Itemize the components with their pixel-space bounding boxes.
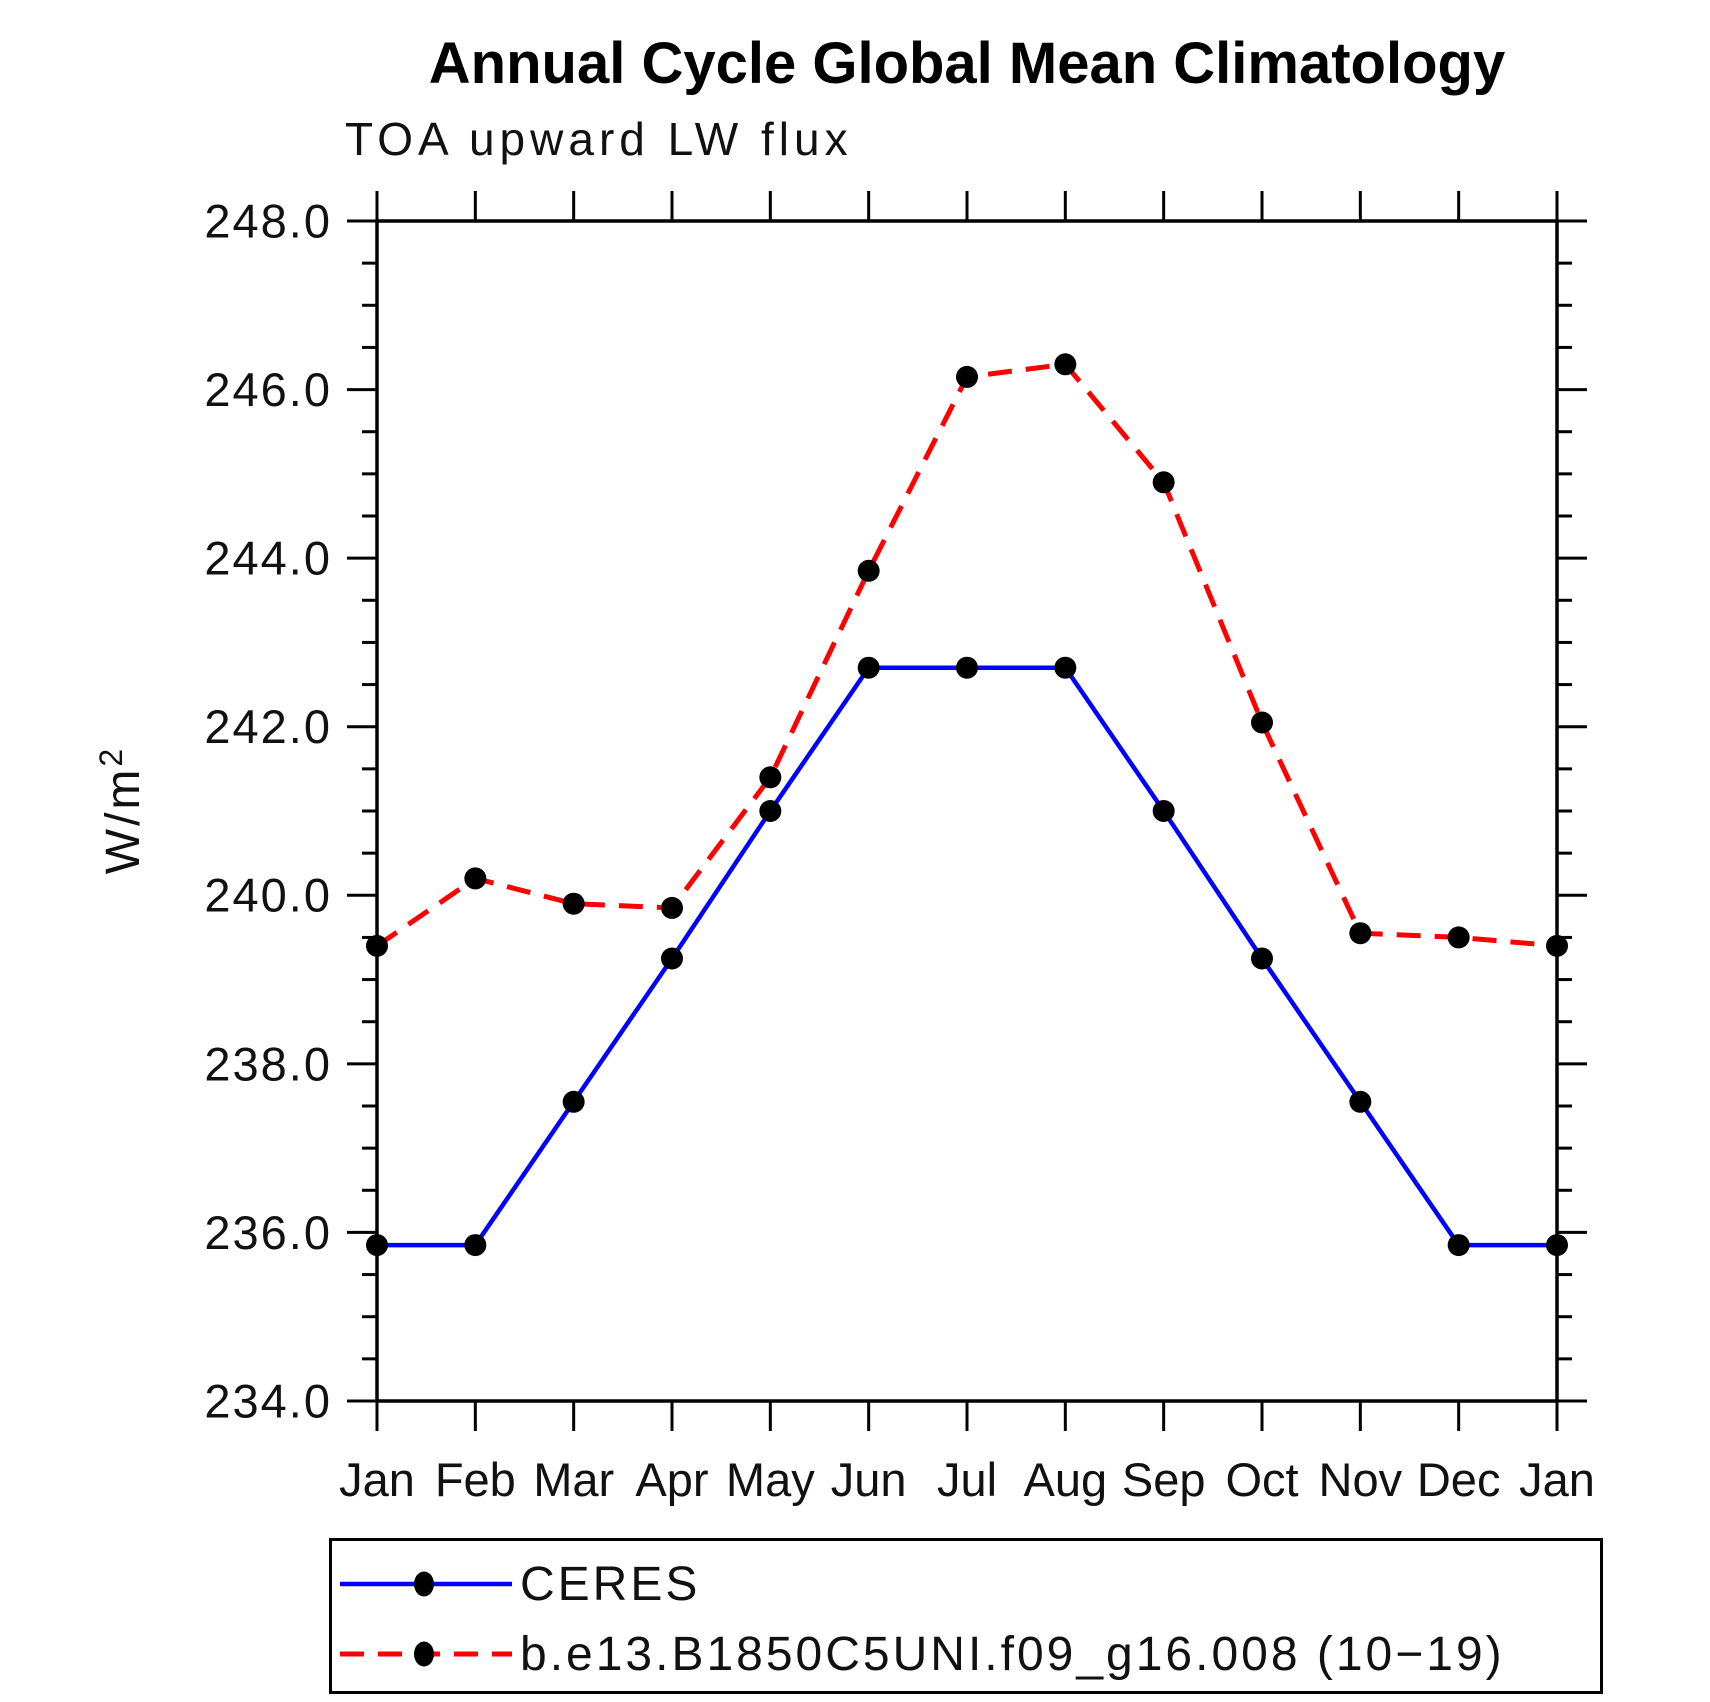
data-point-marker: [956, 365, 978, 388]
data-point-marker: [464, 867, 487, 890]
data-point-marker: [366, 1234, 388, 1257]
legend: CERES b.e13.B1850C5UNI.f09_g16.008 (10−1…: [329, 1538, 1603, 1694]
y-tick-label: 238.0: [204, 1037, 332, 1090]
y-tick-label: 242.0: [204, 700, 332, 753]
data-point-marker: [857, 559, 880, 582]
data-point-marker: [1546, 934, 1568, 957]
x-tick-label: Jan: [1519, 1453, 1595, 1506]
x-tick-label: Jul: [937, 1453, 997, 1506]
x-tick-label: Sep: [1122, 1453, 1206, 1506]
data-point-marker: [1546, 1234, 1568, 1257]
x-tick-label: Feb: [435, 1453, 516, 1506]
series-line-0: [377, 665, 1557, 1248]
data-point-marker: [1251, 947, 1273, 970]
data-point-marker: [562, 1090, 585, 1113]
data-point-marker: [661, 947, 683, 970]
x-tick-label: Aug: [1024, 1453, 1108, 1506]
x-tick-label: Dec: [1417, 1453, 1501, 1506]
x-tick-label: Nov: [1319, 1453, 1403, 1506]
chart-title: Annual Cycle Global Mean Climatology: [428, 31, 1506, 96]
y-tick-label: 234.0: [204, 1374, 332, 1427]
x-tick-label: Oct: [1225, 1453, 1298, 1506]
x-tick-label: Jan: [339, 1453, 415, 1506]
series-line-1: [375, 361, 1558, 949]
data-point-marker: [366, 934, 388, 957]
data-point-marker: [1054, 656, 1077, 679]
legend-entry-model: b.e13.B1850C5UNI.f09_g16.008 (10−19): [336, 1628, 1505, 1681]
data-point-marker: [1054, 353, 1077, 376]
legend-line-sample-0: [340, 1571, 512, 1597]
axis-frame: [375, 219, 1559, 1403]
data-point-marker: [1447, 1234, 1470, 1257]
y-tick-label: 236.0: [204, 1206, 332, 1259]
x-tick-label: Mar: [533, 1453, 614, 1506]
chart-subtitle: TOA upward LW flux: [345, 113, 853, 165]
data-point-marker: [1349, 1090, 1372, 1113]
data-point-marker: [1152, 471, 1175, 494]
legend-entry-ceres: CERES: [336, 1558, 700, 1611]
axis-ticks: [347, 191, 1587, 1431]
x-tick-label: Jun: [831, 1453, 907, 1506]
data-point-marker: [562, 892, 585, 915]
data-point-marker: [1447, 926, 1470, 949]
data-point-marker: [956, 656, 978, 679]
axis-tick-labels: Jan Feb Mar Apr May Jun Jul Aug Sep Oct Nov Dec Jan2…: [204, 194, 1595, 1506]
data-point-marker: [759, 766, 782, 789]
data-point-marker: [661, 896, 683, 919]
data-point-marker: [1152, 800, 1175, 822]
data-point-marker: [857, 656, 880, 679]
x-tick-label: Apr: [635, 1453, 708, 1506]
data-series: [366, 353, 1568, 1257]
legend-line-sample-1: [340, 1641, 512, 1667]
x-tick-label: May: [726, 1453, 815, 1506]
legend-label-model: b.e13.B1850C5UNI.f09_g16.008 (10−19): [520, 1627, 1505, 1681]
y-tick-label: 244.0: [204, 532, 332, 585]
y-tick-label: 240.0: [204, 869, 332, 922]
data-point-marker: [1349, 922, 1372, 945]
data-point-marker: [1251, 711, 1273, 734]
data-point-marker: [759, 800, 782, 822]
legend-label-ceres: CERES: [520, 1557, 701, 1611]
y-tick-label: 248.0: [204, 194, 332, 247]
data-point-marker: [464, 1234, 487, 1257]
y-tick-label: 246.0: [204, 363, 332, 416]
